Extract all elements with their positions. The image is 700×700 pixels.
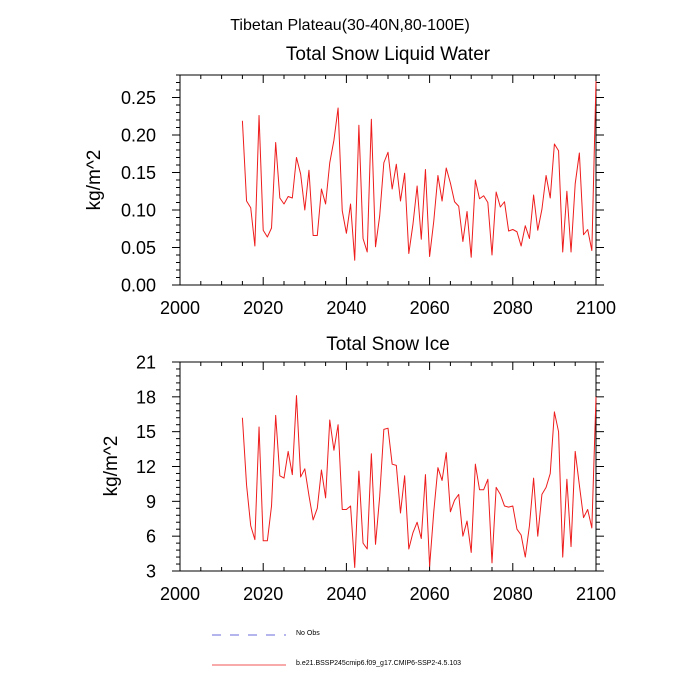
y-tick-label: 0.25: [121, 88, 156, 108]
series-group: [241, 395, 597, 569]
x-tick-label: 2060: [410, 298, 450, 318]
y-tick-label: 0.00: [121, 276, 156, 296]
y-tick-label: 9: [146, 492, 156, 512]
y-tick-label: 0.15: [121, 163, 156, 183]
y-tick-label: 3: [146, 562, 156, 582]
panel-snow-ice: Total Snow Ice kg/m^2 2000 2020 2040 2060 20…: [101, 334, 616, 604]
y-tick-label: 12: [136, 457, 156, 477]
y-tick-label: 18: [136, 387, 156, 407]
axis-ticks: [172, 74, 604, 286]
y-tick-label: 0.10: [121, 201, 156, 221]
y-axis-label: kg/m^2: [101, 436, 122, 497]
y-tick-label: 6: [146, 527, 156, 547]
x-tick-label: 2000: [160, 584, 200, 604]
axis-tick-labels: 2000 2020 2040 2060 2080 2100 3 6 9 12 15 18 21: [136, 353, 616, 605]
x-tick-label: 2100: [576, 298, 616, 318]
x-tick-label: 2080: [493, 298, 533, 318]
panel-snow-liquid-water: Total Snow Liquid Water kg/m^2 2000 2020 2…: [84, 44, 616, 318]
figure-title: Tibetan Plateau(30-40N,80-100E): [230, 17, 470, 34]
x-tick-label: 2020: [243, 298, 283, 318]
y-tick-label: 21: [136, 353, 156, 373]
y-tick-label: 0.05: [121, 238, 156, 258]
axis-ticks: [172, 361, 604, 572]
axis-tick-labels: 2000 2020 2040 2060 2080 2100 0.00 0.05 0.10 0.15…: [121, 88, 616, 318]
x-tick-label: 2060: [410, 584, 450, 604]
legend: [212, 634, 286, 666]
y-axis-label: kg/m^2: [84, 150, 105, 211]
panel-title: Total Snow Liquid Water: [286, 44, 491, 65]
series-line: [241, 80, 597, 261]
x-tick-label: 2040: [326, 584, 366, 604]
x-tick-label: 2000: [160, 298, 200, 318]
series-group: [241, 80, 597, 261]
y-tick-label: 0.20: [121, 126, 156, 146]
series-line: [241, 395, 597, 569]
plot-frame: [179, 361, 597, 572]
x-tick-label: 2080: [493, 584, 533, 604]
x-tick-label: 2100: [576, 584, 616, 604]
x-tick-label: 2020: [243, 584, 283, 604]
x-tick-label: 2040: [326, 298, 366, 318]
y-tick-label: 15: [136, 422, 156, 442]
plot-frame: [179, 74, 597, 286]
panel-title: Total Snow Ice: [326, 334, 450, 355]
